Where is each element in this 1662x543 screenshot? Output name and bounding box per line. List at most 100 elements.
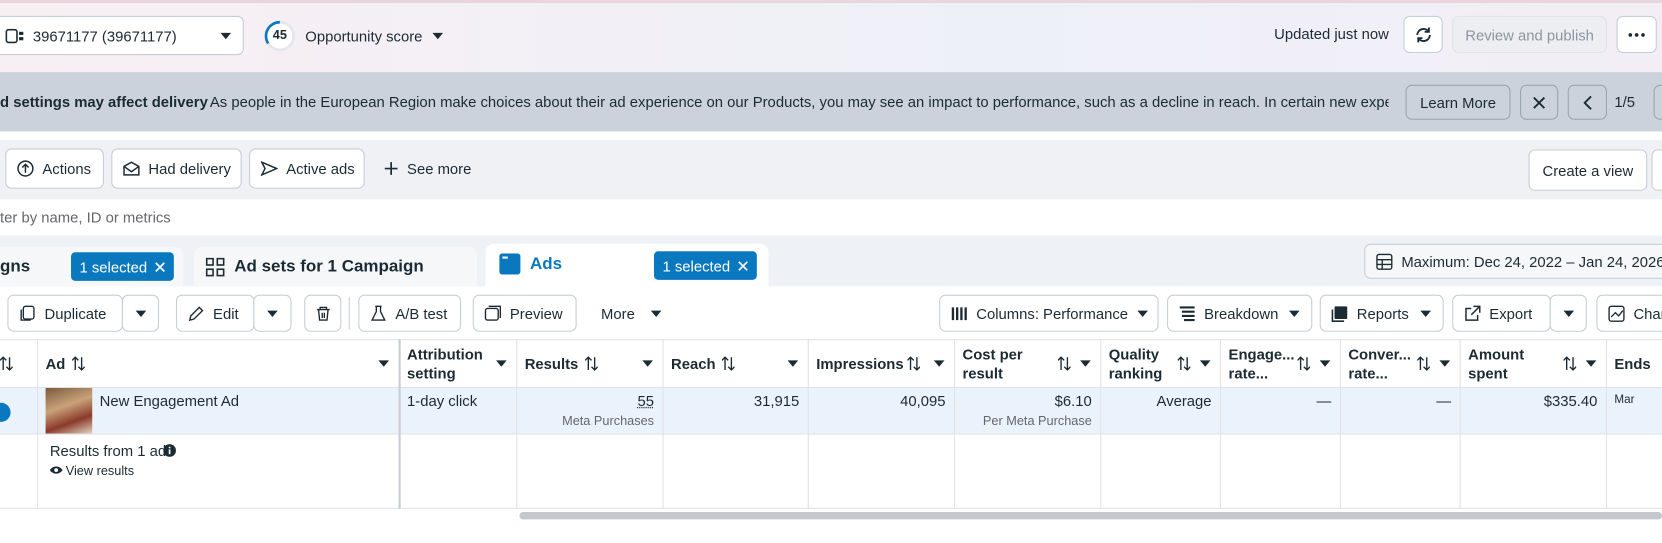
view-button[interactable] [1651, 149, 1662, 191]
close-button[interactable] [1520, 84, 1559, 120]
split-caret-button[interactable] [121, 294, 159, 332]
header-label: Engage... rate... [1228, 345, 1295, 382]
sort-icon [1417, 356, 1430, 371]
column-header[interactable]: Conver... rate... [1340, 339, 1460, 388]
column-header[interactable]: Reach [662, 339, 807, 388]
column-header[interactable]: Quality ranking [1100, 339, 1220, 388]
toolbar-divider [348, 296, 350, 330]
cell-value: 1-day click [407, 392, 478, 410]
header-label: Impressions [816, 355, 904, 373]
column-header[interactable]: Results [516, 339, 662, 388]
date-range-button[interactable]: Maximum: Dec 24, 2022 – Jan 24, 2026 [1364, 243, 1662, 279]
filter-had-delivery[interactable]: Had delivery [111, 148, 242, 189]
split-caret-button[interactable] [1549, 294, 1587, 332]
toolbar-button[interactable]: Breakdown [1167, 294, 1313, 332]
column-header[interactable]: Cost per result [954, 339, 1100, 388]
cell-value: 40,095 [900, 392, 946, 410]
toolbar-button[interactable]: Export [1452, 294, 1551, 332]
filter-label: Active ads [286, 160, 355, 178]
split-caret-button[interactable] [253, 294, 292, 332]
filter-label: Had delivery [148, 160, 231, 178]
header-label: Ad [45, 355, 66, 373]
table-row[interactable] [0, 387, 1662, 435]
button-icon [484, 305, 502, 321]
toolbar-button[interactable] [304, 294, 342, 332]
button-icon [1608, 305, 1625, 322]
search-placeholder[interactable]: ter by name, ID or metrics [0, 208, 171, 226]
header-label: Reach [670, 355, 716, 373]
table-bottom [0, 507, 1662, 509]
caret [1319, 360, 1331, 367]
cell-value: New Engagement Ad [99, 392, 240, 410]
column-header[interactable]: Ad [37, 339, 398, 388]
column-divider [1220, 339, 1222, 509]
column-header[interactable]: Amount spent [1460, 339, 1606, 388]
caret [135, 310, 146, 317]
column-header[interactable]: Impressions [808, 339, 954, 388]
filter-active-ads[interactable]: Active ads [249, 148, 365, 189]
cell-sublabel: Meta Purchases [562, 413, 655, 429]
ad-thumbnail [45, 387, 93, 434]
cell-value: Average [1156, 392, 1212, 410]
caret [1562, 310, 1574, 317]
toolbar-button[interactable]: Preview [472, 294, 577, 332]
notice-banner [0, 72, 1662, 132]
chevron-left [1582, 95, 1592, 110]
toolbar-button[interactable]: More [590, 294, 674, 332]
sort-icon [1563, 356, 1577, 371]
button-label: More [601, 304, 635, 322]
column-header[interactable]: Attribution setting [399, 339, 517, 388]
button-label: Duplicate [44, 304, 107, 322]
create-view-button[interactable]: Create a view [1528, 149, 1648, 191]
scrollbar[interactable] [519, 511, 1662, 520]
table-cell: 40,095 [808, 392, 954, 409]
close-icon [155, 261, 165, 272]
header-label: Cost per result [962, 345, 1023, 382]
update-status: Updated just now [1274, 25, 1389, 43]
refresh-button[interactable] [1403, 15, 1443, 53]
header-label: Attribution setting [407, 345, 483, 382]
toolbar-button[interactable]: Duplicate [7, 294, 123, 332]
row-checkbox[interactable] [0, 402, 11, 422]
toolbar-button[interactable]: Char [1596, 294, 1662, 332]
dots-icon [1628, 32, 1645, 37]
toolbar-button[interactable]: Columns: Performance [939, 294, 1159, 332]
banner-pager: 1/5 [1614, 93, 1636, 111]
score-value: 45 [272, 27, 287, 43]
column-header[interactable]: Ends [1606, 339, 1662, 388]
view-results-link[interactable]: View results [65, 463, 135, 479]
selection-pill[interactable]: 1 selected [71, 252, 174, 281]
review-publish-button[interactable]: Review and publish [1452, 15, 1607, 53]
toolbar-button[interactable]: Reports [1319, 294, 1444, 332]
score-label[interactable]: Opportunity score [305, 27, 423, 45]
eye-icon [49, 466, 63, 474]
toolbar-button[interactable]: Edit [175, 294, 255, 332]
sort-icon [1177, 356, 1191, 371]
prev-button[interactable] [1567, 84, 1607, 120]
column-divider [1339, 339, 1341, 509]
see-more[interactable]: See more [373, 148, 479, 188]
button-icon [188, 305, 204, 321]
refresh-icon [1415, 27, 1431, 42]
ad-sets-icon [205, 257, 225, 277]
account-selector[interactable]: 39671177 (39671177) [0, 15, 244, 56]
filter-actions[interactable]: Actions [5, 148, 104, 189]
learn-more-button[interactable]: Learn More [1405, 84, 1511, 120]
selection-pill[interactable]: 1 selected [654, 251, 757, 280]
ads-icon [499, 253, 521, 275]
banner-message: As people in the European Region make ch… [209, 93, 1389, 111]
column-header[interactable]: Engage... rate... [1220, 339, 1340, 388]
sort-icon [1057, 356, 1071, 371]
next-button[interactable] [1653, 84, 1662, 120]
send-icon [260, 161, 278, 176]
column-divider [953, 339, 956, 509]
sort-icon [721, 356, 735, 371]
button-label: Preview [509, 304, 563, 322]
sort-icon [71, 356, 85, 371]
more-button[interactable] [1616, 15, 1657, 53]
date-range: Maximum: Dec 24, 2022 – Jan 24, 2026 [1401, 252, 1662, 270]
toolbar-button[interactable]: A/B test [358, 294, 462, 332]
button-label: A/B test [395, 304, 448, 322]
table-cell: Mar [1606, 393, 1662, 406]
ad-sets-tab[interactable] [193, 246, 477, 287]
